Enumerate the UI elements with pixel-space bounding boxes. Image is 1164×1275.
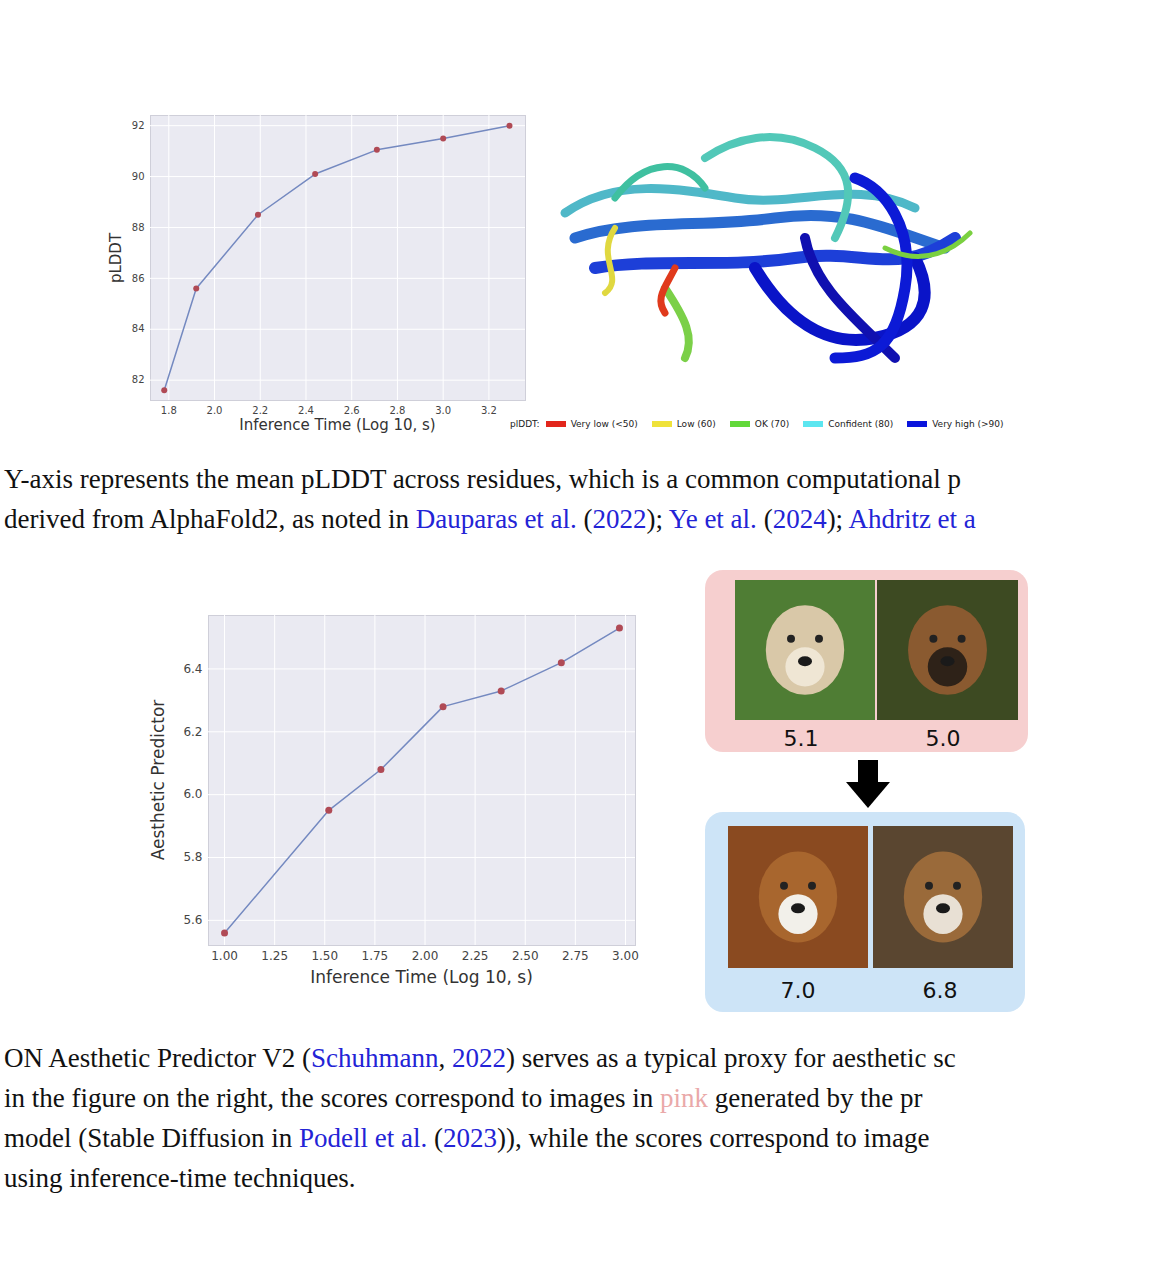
- svg-text:6.4: 6.4: [183, 662, 202, 676]
- html-text:ON Aesthetic Predictor V2 (Sch: ON Aesthetic Predictor V2 (Schuhmann, 20…: [4, 1043, 956, 1073]
- html-text:pLDDT: pLDDT: [107, 232, 125, 283]
- svg-text:88: 88: [132, 222, 145, 233]
- html-text:Low (60): Low (60): [676, 419, 716, 429]
- svg-text:2.75: 2.75: [562, 949, 589, 963]
- svg-text:1.00: 1.00: [211, 949, 238, 963]
- svg-text:2.8: 2.8: [389, 405, 405, 416]
- svg-text:2.0: 2.0: [207, 405, 223, 416]
- svg-text:6.2: 6.2: [183, 725, 202, 739]
- svg-text:84: 84: [132, 323, 145, 334]
- svg-text:92: 92: [132, 120, 145, 131]
- html-text:Very low (<50): Very low (<50): [570, 419, 638, 429]
- svg-text:2.50: 2.50: [512, 949, 539, 963]
- html-text:OK (70): OK (70): [754, 419, 790, 429]
- svg-text:86: 86: [132, 273, 145, 284]
- svg-text:3.0: 3.0: [435, 405, 451, 416]
- svg-text:1.75: 1.75: [362, 949, 389, 963]
- svg-text:5.8: 5.8: [183, 850, 202, 864]
- svg-text:2.6: 2.6: [344, 405, 360, 416]
- html-text:model (Stable Diffusion in Pod: model (Stable Diffusion in Podell et al.…: [4, 1123, 930, 1153]
- svg-text:1.25: 1.25: [261, 949, 288, 963]
- html-text:in the figure on the right, th: in the figure on the right, the scores c…: [4, 1083, 923, 1113]
- svg-text:6.8: 6.8: [923, 978, 958, 1003]
- html-text:Very high (>90): Very high (>90): [932, 419, 1004, 429]
- svg-text:2.00: 2.00: [412, 949, 439, 963]
- svg-text:3.00: 3.00: [612, 949, 639, 963]
- svg-text:2.2: 2.2: [252, 405, 268, 416]
- html-text:using inference-time technique: using inference-time techniques.: [4, 1163, 356, 1193]
- html-text:derived from AlphaFold2, as no: derived from AlphaFold2, as noted in Dau…: [4, 504, 976, 534]
- svg-text:1.50: 1.50: [311, 949, 338, 963]
- html-text:Inference Time (Log 10, s): Inference Time (Log 10, s): [239, 416, 436, 434]
- svg-text:3.2: 3.2: [481, 405, 497, 416]
- svg-text:5.0: 5.0: [926, 726, 961, 751]
- svg-text:2.25: 2.25: [462, 949, 489, 963]
- svg-text:6.0: 6.0: [183, 787, 202, 801]
- html-text:Confident (80): Confident (80): [828, 419, 894, 429]
- html-text:Inference Time (Log 10, s): Inference Time (Log 10, s): [310, 967, 533, 987]
- svg-text:82: 82: [132, 374, 145, 385]
- html-text:Y-axis represents the mean pLD: Y-axis represents the mean pLDDT across …: [4, 464, 961, 494]
- svg-text:1.8: 1.8: [161, 405, 177, 416]
- svg-text:7.0: 7.0: [781, 978, 816, 1003]
- svg-text:5.1: 5.1: [784, 726, 819, 751]
- html-text:Aesthetic Predictor: Aesthetic Predictor: [148, 699, 168, 861]
- svg-text:5.6: 5.6: [183, 913, 202, 927]
- html-text:plDDT:: plDDT:: [510, 419, 540, 429]
- svg-text:90: 90: [132, 171, 145, 182]
- svg-text:2.4: 2.4: [298, 405, 314, 416]
